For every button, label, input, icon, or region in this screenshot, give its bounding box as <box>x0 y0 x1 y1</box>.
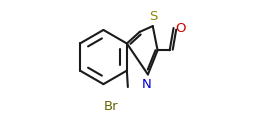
Text: S: S <box>149 10 157 23</box>
Text: Br: Br <box>103 99 118 112</box>
Text: N: N <box>142 78 152 91</box>
Text: O: O <box>175 21 186 34</box>
